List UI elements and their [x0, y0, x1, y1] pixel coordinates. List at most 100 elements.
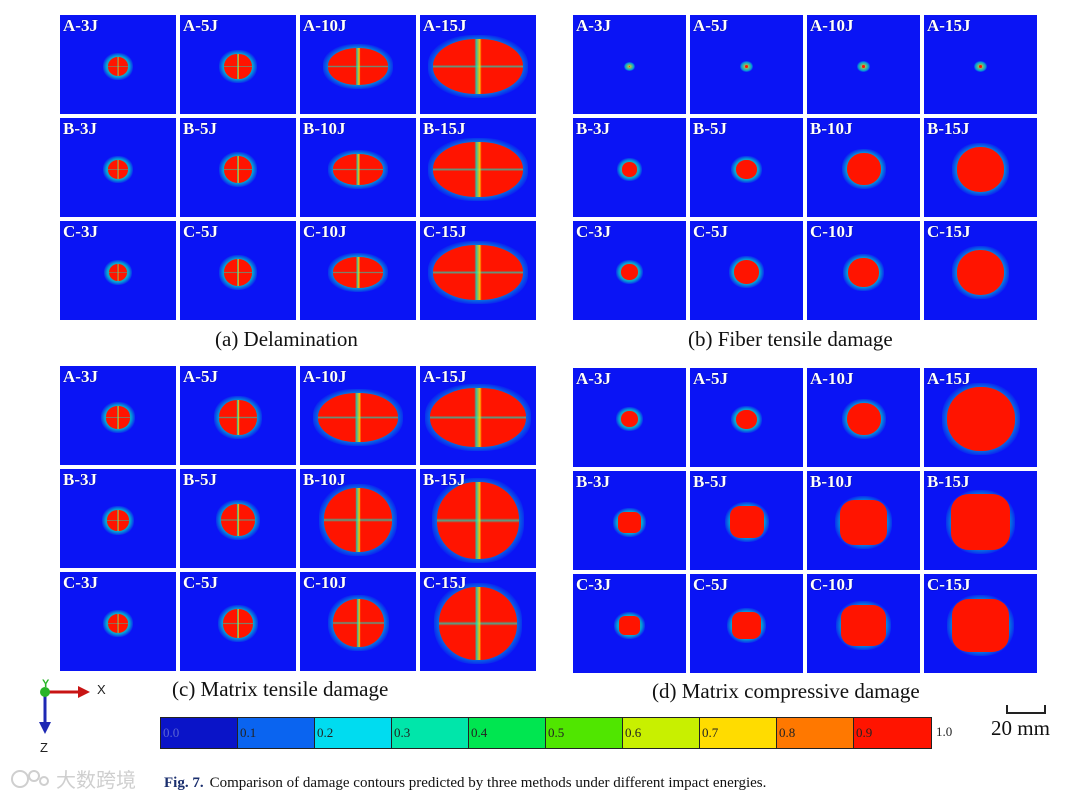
- contour-cell: C-10J: [807, 574, 920, 673]
- damage-region: [978, 64, 983, 69]
- damage-region: [733, 260, 760, 285]
- contour-cell-label: B-3J: [576, 472, 610, 491]
- contour-cell-label: B-3J: [576, 119, 610, 138]
- contour-cell-label: B-5J: [183, 470, 217, 489]
- contour-cell-label: C-3J: [576, 575, 611, 594]
- colorbar-segment: 0.2: [315, 718, 392, 748]
- damage-region: [332, 599, 384, 648]
- damage-region: [952, 599, 1009, 652]
- contour-cell: C-5J: [180, 221, 296, 320]
- colorbar-segment: 0.1: [238, 718, 315, 748]
- colorbar-segment: 0.6: [623, 718, 700, 748]
- damage-region: [621, 264, 638, 281]
- contour-cell: A-3J: [60, 15, 176, 114]
- contour-cell-label: B-10J: [303, 470, 346, 489]
- contour-cell: C-5J: [180, 572, 296, 671]
- contour-cell-label: A-10J: [303, 16, 347, 35]
- colorbar-segment: 0.0: [161, 718, 238, 748]
- contour-cell-label: B-15J: [927, 119, 970, 138]
- contour-cell: B-3J: [60, 118, 176, 217]
- coordinate-axes: Y X Z: [30, 678, 110, 760]
- damage-region: [950, 494, 1011, 551]
- damage-region: [328, 47, 388, 86]
- damage-region: [736, 409, 757, 430]
- contour-cell: B-10J: [300, 118, 416, 217]
- colorbar-segment: 0.4: [469, 718, 546, 748]
- contour-cell: A-3J: [573, 368, 686, 467]
- colorbar-tick-label: 0.7: [702, 725, 719, 740]
- contour-cell: A-15J: [420, 366, 536, 465]
- contour-cell-label: B-5J: [693, 472, 727, 491]
- contour-cell-label: B-3J: [63, 119, 97, 138]
- contour-cell-label: A-15J: [423, 16, 467, 35]
- contour-cell: B-15J: [924, 471, 1037, 570]
- panel-a-caption: (a) Delamination: [215, 327, 358, 351]
- contour-cell: C-5J: [690, 221, 803, 320]
- contour-cell: C-15J: [924, 574, 1037, 673]
- colorbar-segment: 0.8: [777, 718, 854, 748]
- damage-region: [437, 482, 519, 559]
- damage-region: [956, 250, 1005, 295]
- contour-cell: C-10J: [807, 221, 920, 320]
- contour-cell-label: A-10J: [810, 16, 854, 35]
- contour-cell-label: C-15J: [423, 573, 467, 592]
- contour-cell-label: C-5J: [693, 222, 728, 241]
- colorbar-tick-label: 0.5: [548, 725, 565, 740]
- colorbar-segment: 0.3: [392, 718, 469, 748]
- colorbar-segment: 0.7: [700, 718, 777, 748]
- contour-cell-label: A-3J: [63, 16, 98, 35]
- contour-cell: C-5J: [690, 574, 803, 673]
- panel-b-grid: A-3J A-5J A-10J A-15J B-3J B-5J B-10J B-15J C-3J…: [573, 15, 1037, 320]
- contour-cell: B-3J: [573, 118, 686, 217]
- panel-a-grid: A-3J A-5J A-10J A-15J B-3J B-5J B-10J B-15J C-3J…: [60, 15, 536, 320]
- contour-cell: B-5J: [180, 118, 296, 217]
- panel-d-caption: (d) Matrix compressive damage: [652, 679, 920, 703]
- contour-cell-label: B-15J: [927, 472, 970, 491]
- axis-z-label: Z: [40, 740, 48, 755]
- contour-cell: C-3J: [60, 221, 176, 320]
- damage-region: [438, 586, 518, 661]
- damage-region: [324, 488, 392, 553]
- colorbar-tick-label: 0.0: [163, 725, 180, 740]
- contour-cell: B-5J: [180, 469, 296, 568]
- contour-cell: B-15J: [420, 469, 536, 568]
- contour-cell-label: C-10J: [810, 575, 854, 594]
- contour-cell: C-3J: [573, 221, 686, 320]
- damage-region: [621, 411, 638, 428]
- damage-region: [223, 155, 253, 184]
- contour-cell: C-3J: [60, 572, 176, 671]
- axis-x-label: X: [97, 682, 106, 697]
- contour-cell-label: C-5J: [183, 573, 218, 592]
- contour-cell: A-3J: [60, 366, 176, 465]
- colorbar: 0.0 0.1 0.2 0.3 0.4 0.5 0.6 0.7 0.8 0.9: [160, 717, 932, 749]
- damage-region: [333, 153, 383, 185]
- contour-cell-label: A-15J: [927, 16, 971, 35]
- contour-cell: A-10J: [300, 366, 416, 465]
- damage-region: [107, 56, 129, 77]
- panel-d-grid: A-3J A-5J A-10J A-15J B-3J B-5J B-10J B-15J C-3J…: [573, 368, 1037, 673]
- contour-cell-label: A-3J: [576, 369, 611, 388]
- damage-region: [744, 64, 749, 69]
- damage-region: [846, 153, 881, 186]
- colorbar-tick-label: 0.8: [779, 725, 796, 740]
- contour-cell: B-10J: [807, 471, 920, 570]
- contour-cell-label: B-5J: [693, 119, 727, 138]
- contour-cell: B-10J: [300, 469, 416, 568]
- contour-cell: B-15J: [924, 118, 1037, 217]
- colorbar-tick-label: 0.6: [625, 725, 642, 740]
- contour-cell-label: C-3J: [63, 573, 98, 592]
- figure-caption-text: Comparison of damage contours predicted …: [209, 775, 767, 791]
- watermark-text: 大数跨境: [56, 768, 136, 792]
- damage-region: [619, 615, 640, 636]
- damage-region: [946, 387, 1015, 452]
- damage-region: [956, 147, 1005, 192]
- contour-cell: B-5J: [690, 471, 803, 570]
- watermark: 大数跨境: [10, 764, 136, 793]
- contour-cell: B-3J: [573, 471, 686, 570]
- contour-cell-label: A-3J: [63, 367, 98, 386]
- contour-cell-label: A-10J: [303, 367, 347, 386]
- contour-cell: A-10J: [300, 15, 416, 114]
- contour-cell: A-10J: [807, 15, 920, 114]
- damage-region: [107, 159, 129, 180]
- damage-region: [433, 244, 523, 301]
